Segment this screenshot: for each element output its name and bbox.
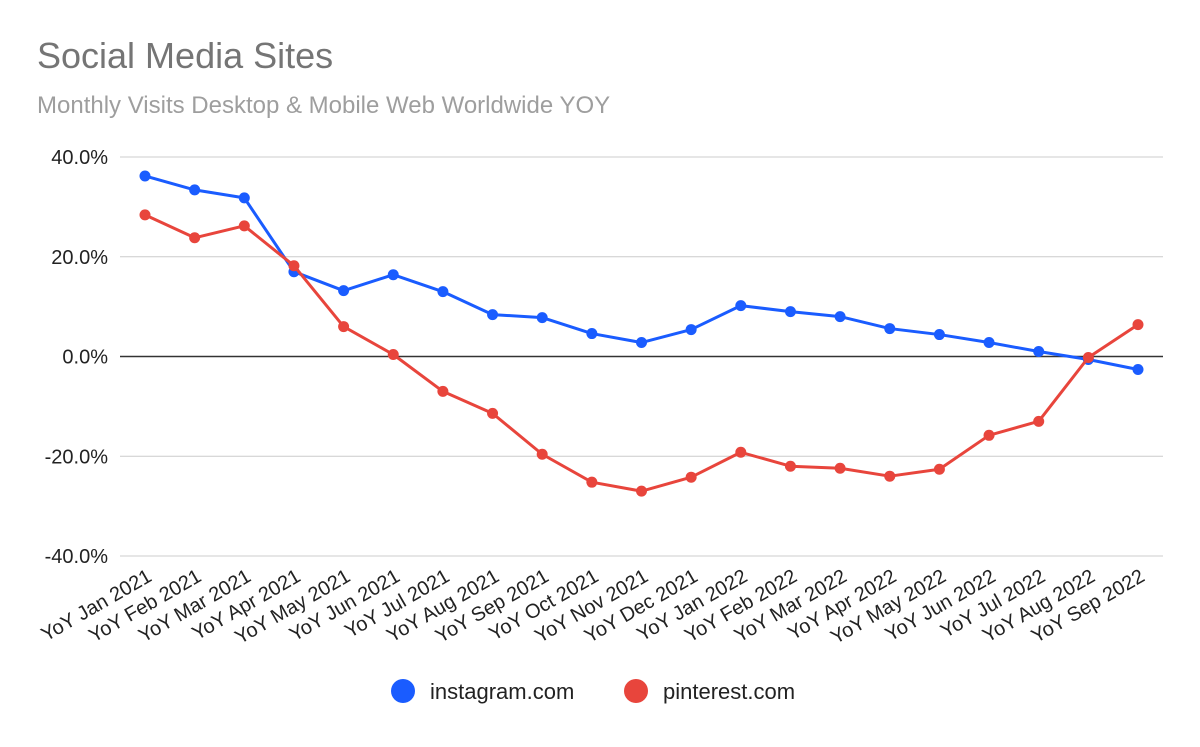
data-point[interactable] [834, 462, 846, 474]
y-tick-label: -40.0% [45, 546, 109, 568]
data-point[interactable] [834, 311, 846, 323]
data-point[interactable] [238, 192, 250, 204]
data-point[interactable] [586, 476, 598, 488]
y-tick-label: 20.0% [51, 247, 108, 269]
y-tick-label: -20.0% [45, 446, 109, 468]
chart-subtitle: Monthly Visits Desktop & Mobile Web Worl… [37, 92, 610, 119]
data-point[interactable] [685, 471, 697, 483]
legend-marker [391, 679, 415, 703]
data-point[interactable] [983, 337, 995, 349]
data-point[interactable] [139, 170, 151, 182]
data-point[interactable] [983, 429, 995, 441]
data-point[interactable] [884, 470, 896, 482]
y-tick-label: 40.0% [51, 147, 108, 169]
data-point[interactable] [189, 184, 201, 196]
data-point[interactable] [487, 309, 499, 321]
data-point[interactable] [1082, 351, 1094, 363]
data-point[interactable] [189, 232, 201, 244]
data-point[interactable] [1033, 346, 1045, 358]
legend-label: instagram.com [430, 679, 574, 704]
data-point[interactable] [685, 324, 697, 336]
series-pinterest-com [139, 209, 1144, 497]
data-point[interactable] [387, 349, 399, 361]
data-point[interactable] [238, 220, 250, 232]
legend-label: pinterest.com [663, 679, 795, 704]
data-point[interactable] [636, 485, 647, 497]
data-point[interactable] [784, 460, 796, 472]
data-point[interactable] [735, 300, 747, 312]
data-point[interactable] [1132, 363, 1144, 375]
chart-title: Social Media Sites [37, 35, 333, 76]
data-point[interactable] [586, 328, 598, 340]
data-point[interactable] [437, 286, 449, 298]
data-point[interactable] [735, 446, 747, 458]
legend-item[interactable]: instagram.com [391, 679, 574, 704]
data-point[interactable] [933, 329, 945, 341]
data-point[interactable] [437, 385, 449, 397]
data-point[interactable] [487, 407, 499, 419]
data-point[interactable] [1033, 415, 1045, 427]
data-point[interactable] [387, 269, 399, 281]
data-point[interactable] [784, 306, 796, 318]
data-point[interactable] [933, 463, 945, 475]
data-point[interactable] [536, 448, 548, 460]
legend-item[interactable]: pinterest.com [624, 679, 795, 704]
data-point[interactable] [338, 321, 350, 333]
data-point[interactable] [536, 312, 548, 324]
data-point[interactable] [288, 260, 300, 272]
data-point[interactable] [884, 323, 896, 335]
data-point[interactable] [1132, 319, 1144, 331]
data-point[interactable] [139, 209, 151, 221]
legend-marker [624, 679, 648, 703]
data-point[interactable] [636, 337, 647, 349]
y-tick-label: 0.0% [62, 347, 108, 369]
data-point[interactable] [338, 285, 350, 297]
series-instagram-com [139, 170, 1144, 375]
